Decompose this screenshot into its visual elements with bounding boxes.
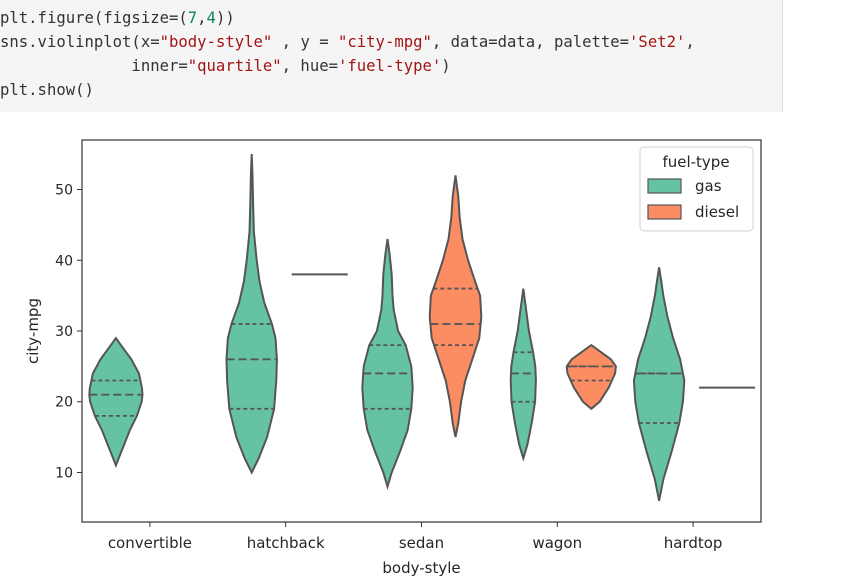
code-string: "body-style" [159, 33, 273, 51]
x-tick-label: hardtop [664, 534, 723, 552]
legend-swatch-gas [647, 178, 682, 194]
code-token: inner= [0, 57, 188, 75]
x-tick-label: wagon [532, 534, 582, 552]
code-token: , [197, 9, 207, 27]
x-tick-label: convertible [108, 534, 192, 552]
y-tick-label: 40 [55, 253, 73, 269]
violin-gas-sedan [361, 238, 414, 491]
x-axis-label: body-style [382, 559, 460, 577]
code-string: "quartile" [187, 57, 282, 75]
code-editor[interactable]: plt.figure(figsize=(7,4)) sns.violinplot… [0, 6, 695, 102]
code-cell[interactable]: plt.figure(figsize=(7,4)) sns.violinplot… [0, 0, 783, 112]
code-token: plt.figure(figsize=( [0, 9, 188, 27]
code-token: , data=data, palette= [431, 33, 630, 51]
code-string: 'Set2' [629, 33, 686, 51]
legend-label-diesel: diesel [695, 203, 739, 221]
y-tick-label: 50 [55, 183, 73, 199]
violin-diesel-wagon [565, 343, 617, 411]
x-tick-label: hatchback [247, 534, 325, 552]
x-tick-label: sedan [399, 534, 444, 552]
code-line: plt.figure(figsize=(7,4)) [0, 9, 235, 27]
y-tick-label: 20 [55, 395, 73, 411]
code-string: 'fuel-type' [338, 57, 442, 75]
code-token: , y = [272, 33, 338, 51]
code-token: plt.show() [0, 81, 94, 99]
code-line: plt.show() [0, 81, 94, 99]
code-line: inner="quartile", hue='fuel-type') [0, 57, 451, 75]
violin-chart: 10 20 30 40 50 convertible hatchback sedan wagon… [24, 139, 762, 577]
output-area: 10 20 30 40 50 convertible hatchback sedan wagon… [0, 112, 859, 583]
code-token: sns.violinplot(x= [0, 33, 160, 51]
code-token: ) [441, 57, 451, 75]
violin-gas-hardtop [632, 267, 686, 501]
y-axis-label: city-mpg [24, 298, 42, 364]
legend-title: fuel-type [662, 153, 729, 171]
legend-swatch-diesel [647, 204, 682, 220]
legend-label-gas: gas [695, 177, 722, 195]
violin-gas-hatchback [225, 154, 278, 475]
violin-diesel-sedan [428, 175, 483, 438]
violin-gas-convertible [88, 336, 144, 469]
code-number: 7 [187, 9, 198, 27]
y-tick-label: 10 [55, 465, 73, 481]
code-token: , [685, 33, 695, 51]
code-string: "city-mpg" [338, 33, 432, 51]
code-number: 4 [206, 9, 216, 27]
code-token: )) [215, 9, 235, 27]
y-tick-label: 30 [55, 324, 73, 340]
code-token: , hue= [281, 57, 338, 75]
code-line: sns.violinplot(x="body-style" , y = "cit… [0, 33, 695, 51]
